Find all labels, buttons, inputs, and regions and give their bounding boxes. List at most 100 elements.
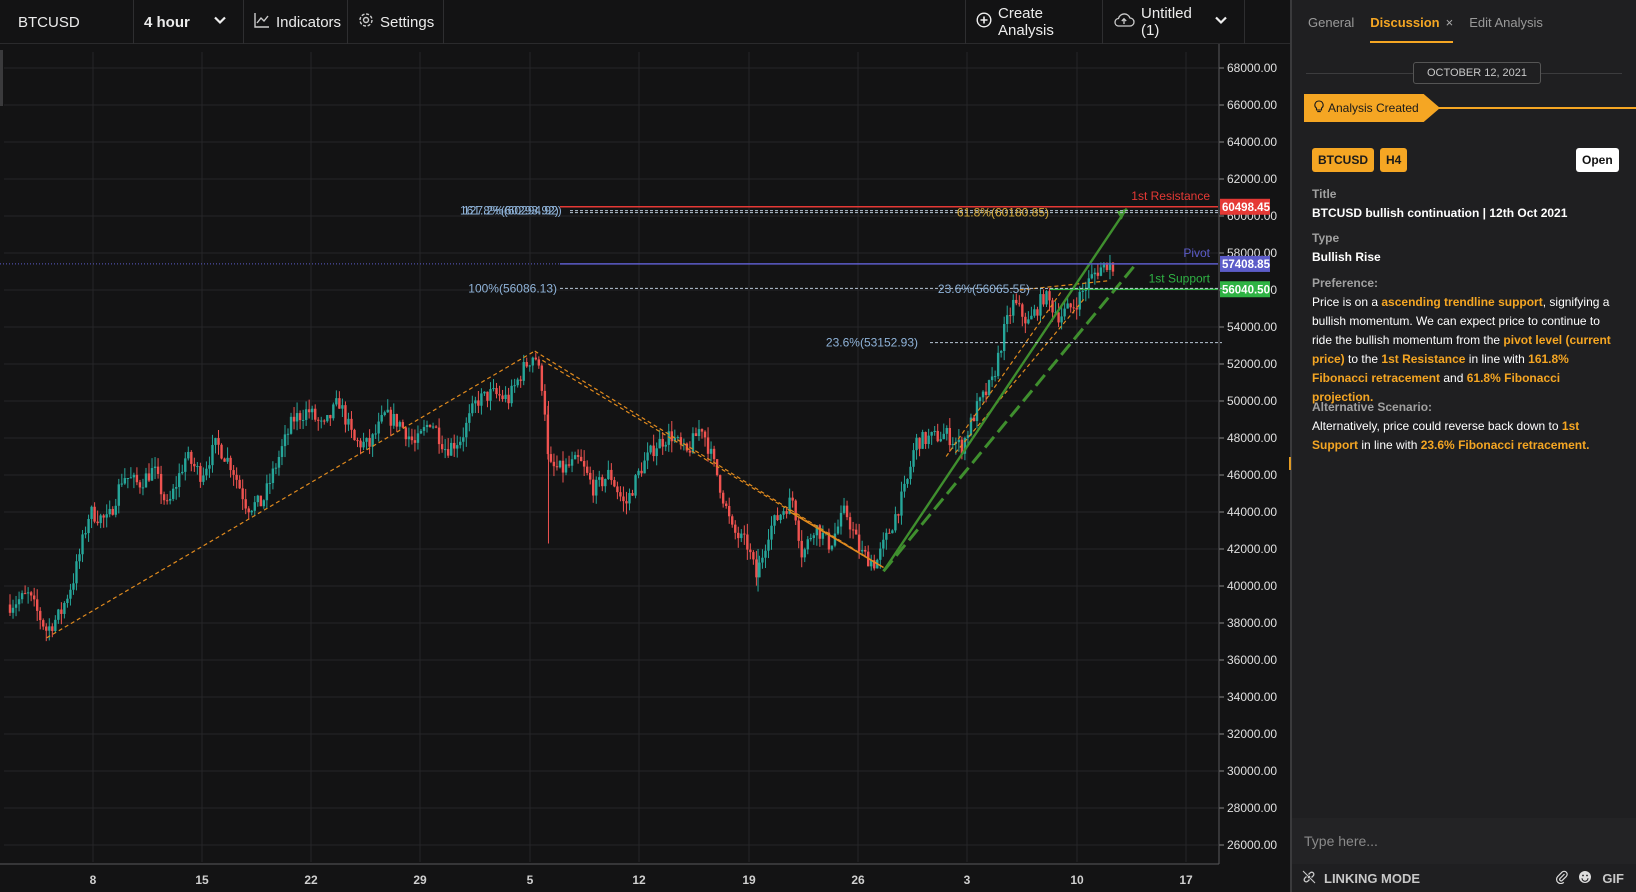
fib-label: 100%(56086.13) <box>468 281 557 295</box>
candle-body <box>531 357 534 366</box>
candle-body <box>718 475 722 493</box>
time-tick-label: 10 <box>1070 873 1084 887</box>
candle-body <box>1096 272 1100 276</box>
analysis-panel: General Discussion × Edit Analysis OCTOB… <box>1292 0 1636 892</box>
panel-splitter[interactable] <box>1290 0 1292 892</box>
candle-body <box>81 534 84 555</box>
tab-edit-analysis-label: Edit Analysis <box>1469 14 1543 30</box>
candle-body <box>338 398 341 409</box>
plus-circle-icon <box>976 12 998 32</box>
candle-body <box>685 443 689 451</box>
candle-body <box>129 477 133 479</box>
candle-body <box>256 495 259 503</box>
candle-body <box>483 391 486 394</box>
candle-body <box>588 472 592 480</box>
candle-body <box>32 595 36 600</box>
candle-body <box>368 437 371 447</box>
event-label: Analysis Created <box>1328 101 1419 115</box>
price-tick-label: 52000.00 <box>1227 357 1277 371</box>
candle-body <box>253 502 256 511</box>
event-rule <box>1434 107 1636 109</box>
candle-body <box>138 482 142 488</box>
candle-body <box>1093 272 1097 275</box>
line-chart-icon <box>254 12 276 32</box>
chevron-down-icon <box>1214 13 1234 31</box>
paperclip-icon[interactable] <box>1556 870 1569 887</box>
candle-body <box>1033 309 1036 316</box>
create-analysis-button[interactable]: Create Analysis <box>965 0 1103 44</box>
preference-text: Price is on a ascending trendline suppor… <box>1312 295 1611 404</box>
layout-selector[interactable]: Untitled (1) <box>1103 0 1245 44</box>
tab-discussion[interactable]: Discussion × <box>1370 1 1454 43</box>
divider <box>1541 73 1622 74</box>
candle-body <box>709 448 713 454</box>
price-tag <box>1220 255 1270 272</box>
candle-body <box>552 461 556 467</box>
candle-body <box>165 500 169 502</box>
candle-body <box>658 438 661 449</box>
candle-body <box>398 422 402 427</box>
indicators-button[interactable]: Indicators <box>244 0 348 44</box>
candle-body <box>525 362 528 367</box>
candle-body <box>676 437 680 439</box>
candle-body <box>812 535 816 539</box>
candle-body <box>120 483 124 485</box>
drag-handle-icon[interactable]: || <box>1288 454 1296 470</box>
settings-button[interactable]: Settings <box>348 0 444 44</box>
candle-body <box>45 626 48 631</box>
candle-body <box>265 483 269 501</box>
tab-edit-analysis[interactable]: Edit Analysis <box>1469 0 1543 44</box>
candle-body <box>794 500 797 521</box>
emoji-icon[interactable] <box>1578 870 1592 887</box>
candle-body <box>616 486 619 493</box>
candle-body <box>601 477 604 487</box>
linking-mode-label[interactable]: LINKING MODE <box>1324 870 1421 886</box>
close-icon[interactable]: × <box>1445 14 1454 30</box>
candle-body <box>649 445 652 453</box>
trendline <box>46 350 536 639</box>
candle-body <box>655 448 658 457</box>
candle-body <box>211 444 214 466</box>
candle-body <box>232 470 235 475</box>
gif-button[interactable]: GIF <box>1602 871 1624 886</box>
candle-body <box>184 458 187 472</box>
candle-body <box>978 397 982 402</box>
trendline <box>1019 280 1109 291</box>
candle-body <box>66 598 69 603</box>
price-tick-label: 26000.00 <box>1227 838 1277 852</box>
candle-body <box>561 460 565 473</box>
candle-body <box>320 420 323 422</box>
candle-body <box>1018 303 1021 305</box>
resolution-selector[interactable]: 4 hour <box>134 0 244 44</box>
candle-body <box>945 427 948 434</box>
candle-body <box>1045 291 1048 305</box>
link-icon[interactable] <box>1302 870 1316 887</box>
candle-body <box>752 552 755 560</box>
candle-body <box>549 454 553 462</box>
candle-body <box>833 533 837 546</box>
candle-body <box>1075 307 1078 310</box>
resolution-label: 4 hour <box>144 13 190 31</box>
candle-body <box>942 433 945 440</box>
candle-body <box>401 422 405 428</box>
candle-body <box>598 477 601 480</box>
candle-body <box>776 515 779 521</box>
candle-body <box>347 418 350 425</box>
price-chart[interactable]: 8 15 22 29 5 12 19 26 3 10 17 68000.00 66000.00 64000… <box>0 44 1290 892</box>
tab-general[interactable]: General <box>1308 0 1354 44</box>
open-button[interactable]: Open <box>1576 148 1619 172</box>
time-tick-label: 3 <box>964 873 971 887</box>
message-input[interactable]: Type here... <box>1292 818 1636 864</box>
candle-body <box>1090 274 1094 279</box>
candle-body <box>250 510 253 513</box>
date-separator: OCTOBER 12, 2021 <box>1306 62 1622 84</box>
candle-body <box>595 479 598 496</box>
candle-body <box>425 424 429 428</box>
candle-body <box>1087 278 1091 290</box>
symbol-selector[interactable]: BTCUSD <box>0 0 134 44</box>
candle-body <box>703 431 707 438</box>
chart-area[interactable]: 8 15 22 29 5 12 19 26 3 10 17 68000.00 66000.00 64000… <box>0 44 1290 892</box>
gear-icon <box>358 12 380 32</box>
candle-body <box>329 415 332 419</box>
candle-body <box>743 533 746 535</box>
